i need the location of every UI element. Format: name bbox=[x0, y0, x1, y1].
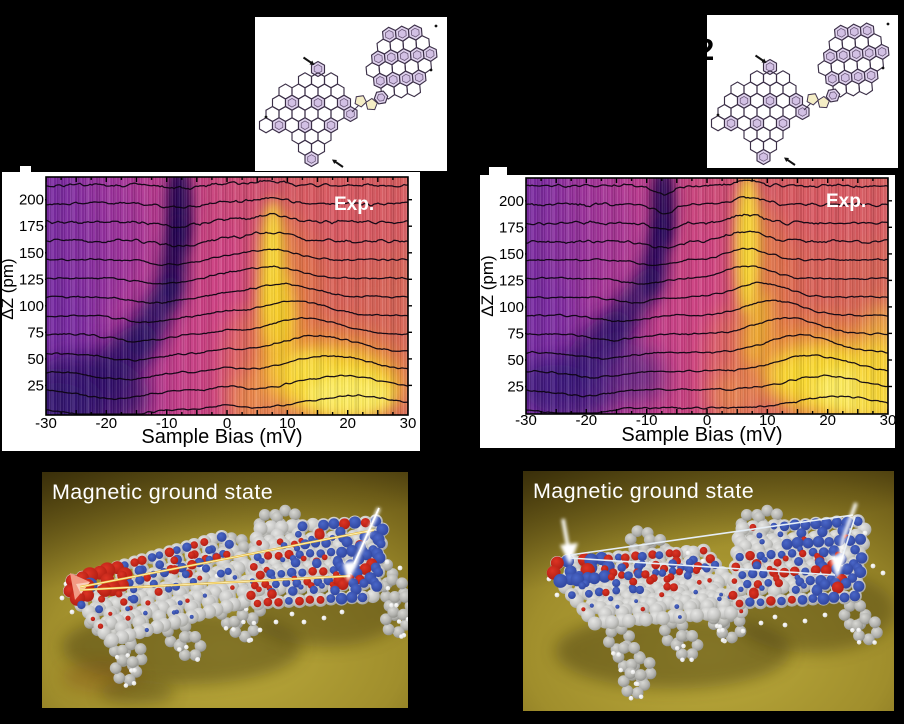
svg-text:-20: -20 bbox=[95, 415, 117, 432]
svg-text:125: 125 bbox=[19, 271, 44, 288]
svg-text:-20: -20 bbox=[575, 412, 597, 429]
svg-text:200: 200 bbox=[499, 193, 524, 210]
svg-text:30: 30 bbox=[400, 415, 417, 432]
svg-text:Sample Bias (mV): Sample Bias (mV) bbox=[141, 426, 302, 448]
svg-text:-30: -30 bbox=[35, 415, 57, 432]
svg-text:10: 10 bbox=[279, 415, 296, 432]
svg-text:-10: -10 bbox=[636, 412, 658, 429]
svg-text:ΔZ (pm): ΔZ (pm) bbox=[2, 258, 17, 319]
svg-text:175: 175 bbox=[499, 219, 524, 236]
svg-text:ΔZ (pm): ΔZ (pm) bbox=[480, 255, 497, 316]
svg-text:Sample Bias (mV): Sample Bias (mV) bbox=[621, 424, 782, 446]
svg-text:200: 200 bbox=[19, 192, 44, 209]
svg-text:50: 50 bbox=[507, 352, 524, 369]
svg-text:150: 150 bbox=[499, 246, 524, 263]
svg-text:2: 2 bbox=[707, 32, 714, 67]
svg-text:25: 25 bbox=[27, 377, 44, 394]
svg-text:20: 20 bbox=[819, 412, 836, 429]
svg-text:Magnetic ground state: Magnetic ground state bbox=[533, 479, 754, 503]
svg-text:50: 50 bbox=[27, 351, 44, 368]
svg-text:30: 30 bbox=[880, 412, 895, 429]
svg-text:-10: -10 bbox=[156, 415, 178, 432]
svg-text:0: 0 bbox=[223, 415, 231, 432]
svg-text:100: 100 bbox=[499, 299, 524, 316]
svg-text:-30: -30 bbox=[515, 412, 537, 429]
svg-text:20: 20 bbox=[339, 415, 356, 432]
svg-text:150: 150 bbox=[19, 245, 44, 262]
svg-text:75: 75 bbox=[27, 324, 44, 341]
svg-text:75: 75 bbox=[507, 325, 524, 342]
svg-text:10: 10 bbox=[759, 412, 776, 429]
svg-text:0: 0 bbox=[703, 412, 711, 429]
svg-text:175: 175 bbox=[19, 218, 44, 235]
svg-text:100: 100 bbox=[19, 298, 44, 315]
svg-text:Exp.: Exp. bbox=[826, 191, 866, 212]
svg-text:Magnetic ground state: Magnetic ground state bbox=[52, 480, 273, 504]
svg-text:25: 25 bbox=[507, 379, 524, 396]
svg-text:Exp.: Exp. bbox=[334, 194, 374, 215]
svg-text:125: 125 bbox=[499, 272, 524, 289]
